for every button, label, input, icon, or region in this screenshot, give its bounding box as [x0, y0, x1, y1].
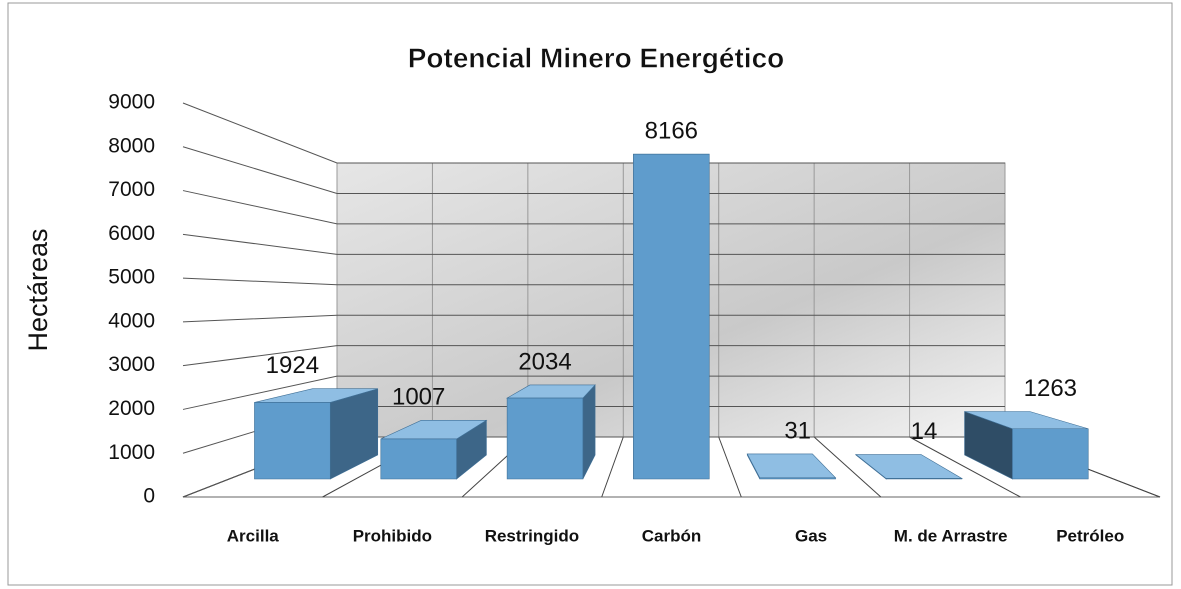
chart-title: Potencial Minero Energético [408, 42, 785, 73]
value-label: 31 [784, 417, 811, 444]
x-tick-label: Petróleo [1056, 526, 1124, 545]
grid-line [182, 375, 1005, 410]
y-tick-label: 5000 [108, 266, 155, 289]
y-tick-label: 4000 [108, 309, 155, 332]
bar [633, 153, 710, 480]
grid-line [182, 233, 1005, 255]
bar [855, 453, 964, 480]
floor-divider [813, 436, 882, 498]
x-tick-label: Arcilla [227, 526, 280, 545]
floor-divider [718, 436, 742, 498]
grid-line [182, 277, 1005, 286]
bar [964, 411, 1089, 480]
x-tick-label: M. de Arrastre [894, 526, 1008, 545]
bar [380, 419, 488, 480]
grid-line [182, 314, 1005, 323]
x-tick-label: Prohibido [353, 526, 432, 545]
y-tick-label: 3000 [108, 353, 155, 376]
bar [746, 453, 837, 480]
y-tick-label: 2000 [108, 397, 155, 420]
y-tick-label: 1000 [108, 441, 155, 464]
bar-front [885, 478, 963, 480]
floor-divider [601, 436, 624, 498]
bar-front [506, 397, 584, 480]
bar-front [633, 153, 710, 480]
bar [254, 388, 379, 480]
grid-line [182, 146, 1005, 194]
floor-divider [909, 436, 1021, 498]
x-tick-label: Carbón [642, 526, 702, 545]
grid-line [182, 102, 1005, 164]
bar-front [1012, 428, 1089, 480]
y-axis-label: Hectáreas [23, 228, 53, 351]
grid-line [182, 190, 1005, 225]
y-tick-label: 8000 [108, 134, 155, 157]
y-tick-label: 9000 [108, 91, 155, 114]
bar-front [759, 477, 836, 480]
value-label: 1263 [1024, 375, 1077, 402]
bar [506, 384, 596, 480]
value-label: 1007 [392, 384, 445, 411]
bar-front [380, 438, 457, 480]
y-tick-label: 7000 [108, 178, 155, 201]
grid-line [182, 345, 1005, 367]
value-label: 1924 [266, 352, 319, 379]
y-tick-label: 6000 [108, 222, 155, 245]
value-label: 8166 [645, 118, 698, 145]
value-label: 14 [911, 418, 938, 445]
value-label: 2034 [518, 348, 571, 375]
bar-front [254, 402, 331, 480]
x-tick-label: Gas [795, 526, 827, 545]
x-tick-label: Restringido [485, 526, 579, 545]
y-tick-label: 0 [143, 485, 155, 508]
